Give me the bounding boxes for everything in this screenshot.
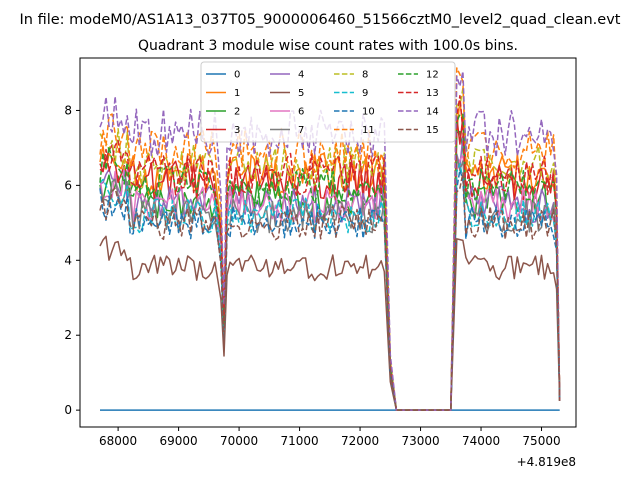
y-tick-label: 0 — [64, 403, 72, 417]
legend-label-0: 0 — [234, 70, 240, 81]
series-line-12 — [99, 113, 561, 411]
plot-frame — [79, 57, 577, 428]
chart-title: Quadrant 3 module wise count rates with … — [138, 38, 518, 54]
x-tick-label: 70000 — [220, 434, 258, 448]
legend-label-6: 6 — [298, 107, 304, 118]
series-line-15 — [99, 172, 561, 411]
x-tick-label: 73000 — [401, 434, 439, 448]
x-offset-label: +4.819e8 — [517, 455, 576, 469]
legend-label-1: 1 — [234, 88, 240, 99]
y-tick-label: 4 — [64, 253, 72, 267]
legend-label-15: 15 — [426, 125, 439, 136]
x-tick-label: 69000 — [160, 434, 198, 448]
figure-suptitle: In file: modeM0/AS1A13_037T05_9000006460… — [20, 12, 621, 28]
legend-label-12: 12 — [426, 70, 439, 81]
legend-label-4: 4 — [298, 70, 304, 81]
series-lines — [99, 67, 561, 411]
x-tick-label: 68000 — [99, 434, 137, 448]
x-axis: 68000 69000 70000 71000 72000 73000 74000 75000 — [99, 427, 561, 448]
series-line-9 — [99, 162, 561, 411]
y-tick-label: 2 — [64, 328, 72, 342]
legend-label-9: 9 — [362, 88, 368, 99]
legend-label-7: 7 — [298, 125, 304, 136]
legend-label-14: 14 — [426, 107, 439, 118]
legend-label-10: 10 — [362, 107, 375, 118]
legend-label-3: 3 — [234, 125, 240, 136]
legend-label-8: 8 — [362, 70, 368, 81]
legend-box — [200, 61, 456, 143]
legend-label-2: 2 — [234, 107, 240, 118]
series-line-11 — [99, 67, 561, 411]
series-line-10 — [99, 169, 561, 411]
x-tick-label: 75000 — [522, 434, 560, 448]
y-tick-label: 6 — [64, 178, 72, 192]
y-axis: 0 2 4 6 8 — [64, 103, 80, 417]
x-tick-label: 74000 — [462, 434, 500, 448]
legend-label-5: 5 — [298, 88, 304, 99]
x-tick-label: 72000 — [341, 434, 379, 448]
series-line-5 — [99, 235, 561, 411]
x-tick-label: 71000 — [280, 434, 318, 448]
legend-label-13: 13 — [426, 88, 439, 99]
legend-label-11: 11 — [362, 125, 375, 136]
y-tick-label: 8 — [64, 103, 72, 117]
series-line-13 — [99, 95, 561, 411]
